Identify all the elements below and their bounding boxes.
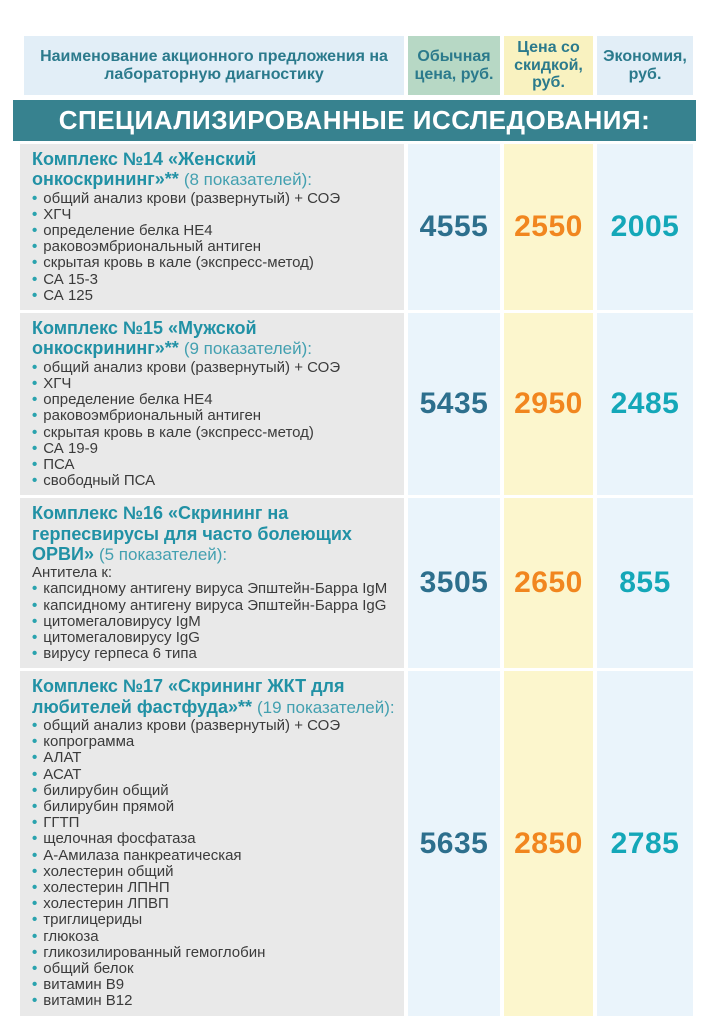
test-list-item: билирубин прямой bbox=[32, 798, 396, 815]
savings-value: 2005 bbox=[597, 144, 693, 311]
regular-price-value: 4555 bbox=[408, 144, 500, 311]
regular-price-value: 3505 bbox=[408, 498, 500, 669]
row-indicator-count: (19 показателей): bbox=[256, 697, 395, 717]
test-list-item: общий анализ крови (развернутый) + СОЭ bbox=[32, 359, 396, 376]
row-title: Комплекс №15 «Мужской онкоскрининг»** (9… bbox=[32, 318, 396, 359]
test-list-item: цитомегаловирусу IgG bbox=[32, 629, 396, 646]
header-savings: Экономия, руб. bbox=[597, 36, 693, 95]
row-title: Комплекс №16 «Скрининг на герпесвирусы д… bbox=[32, 503, 396, 564]
header-discount-price: Цена со скидкой, руб. bbox=[504, 36, 593, 95]
test-list-item: скрытая кровь в кале (экспресс-метод) bbox=[32, 424, 396, 441]
test-list-item: общий анализ крови (развернутый) + СОЭ bbox=[32, 717, 396, 734]
test-list-item: общий анализ крови (развернутый) + СОЭ bbox=[32, 190, 396, 207]
test-list-item: холестерин ЛПВП bbox=[32, 896, 396, 912]
section-banner: СПЕЦИАЛИЗИРОВАННЫЕ ИССЛЕДОВАНИЯ: bbox=[13, 100, 696, 141]
discount-price-value: 2550 bbox=[504, 144, 593, 311]
test-list-item: глюкоза bbox=[32, 928, 396, 945]
row-description-cell: Комплекс №15 «Мужской онкоскрининг»** (9… bbox=[20, 313, 404, 496]
test-list-item: раковоэмбриональный антиген bbox=[32, 239, 396, 255]
regular-price-value: 5635 bbox=[408, 671, 500, 1016]
row-title-text: Комплекс №17 «Скрининг ЖКТ для любителей… bbox=[32, 676, 345, 717]
test-list-item: ХГЧ bbox=[32, 375, 396, 392]
test-list-item: триглицериды bbox=[32, 912, 396, 928]
row-title: Комплекс №14 «Женский онкоскрининг»** (8… bbox=[32, 149, 396, 190]
discount-price-value: 2950 bbox=[504, 313, 593, 496]
test-list-item: капсидному антигену вируса Эпштейн-Барра… bbox=[32, 581, 396, 597]
table-row-1: Комплекс №14 «Женский онкоскрининг»** (8… bbox=[20, 144, 693, 311]
test-list-item: А-Амилаза панкреатическая bbox=[32, 847, 396, 864]
test-list-item: ПСА bbox=[32, 456, 396, 473]
test-list-item: капсидному антигену вируса Эпштейн-Барра… bbox=[32, 597, 396, 614]
test-list-item: витамин В12 bbox=[32, 993, 396, 1009]
test-list-item: АЛАТ bbox=[32, 750, 396, 766]
table-header-row: Наименование акционного предложения на л… bbox=[24, 36, 693, 95]
savings-value: 2785 bbox=[597, 671, 693, 1016]
savings-value: 2485 bbox=[597, 313, 693, 496]
test-list-item: СА 15-3 bbox=[32, 271, 396, 288]
row-description-cell: Комплекс №16 «Скрининг на герпесвирусы д… bbox=[20, 498, 404, 669]
row-title-text: Комплекс №16 «Скрининг на герпесвирусы д… bbox=[32, 503, 352, 565]
row-description-cell: Комплекс №14 «Женский онкоскрининг»** (8… bbox=[20, 144, 404, 311]
test-list-item: общий белок bbox=[32, 960, 396, 977]
discount-price-value: 2850 bbox=[504, 671, 593, 1016]
row-indicator-count: (5 показателей): bbox=[98, 545, 228, 565]
table-row-2: Комплекс №15 «Мужской онкоскрининг»** (9… bbox=[20, 313, 693, 496]
row-indicator-count: (8 показателей): bbox=[183, 170, 313, 190]
table-row-4: Комплекс №17 «Скрининг ЖКТ для любителей… bbox=[20, 671, 693, 1016]
test-list-item: свободный ПСА bbox=[32, 472, 396, 489]
regular-price-value: 5435 bbox=[408, 313, 500, 496]
table-row-3: Комплекс №16 «Скрининг на герпесвирусы д… bbox=[20, 498, 693, 669]
row-test-list: капсидному антигену вируса Эпштейн-Барра… bbox=[32, 581, 396, 662]
row-intro-label: Антитела к: bbox=[32, 564, 113, 582]
test-list-item: витамин В9 bbox=[32, 977, 396, 993]
test-list-item: СА 19-9 bbox=[32, 440, 396, 457]
discount-price-value: 2650 bbox=[504, 498, 593, 669]
test-list-item: копрограмма bbox=[32, 734, 396, 750]
row-test-list: общий анализ крови (развернутый) + СОЭХГ… bbox=[32, 190, 396, 304]
row-indicator-count: (9 показателей): bbox=[183, 339, 313, 359]
row-test-list: общий анализ крови (развернутый) + СОЭХГ… bbox=[32, 359, 396, 490]
test-list-item: билирубин общий bbox=[32, 782, 396, 799]
test-list-item: СА 125 bbox=[32, 287, 396, 304]
test-list-item: ХГЧ bbox=[32, 206, 396, 223]
test-list-item: щелочная фосфатаза bbox=[32, 831, 396, 847]
row-test-list: общий анализ крови (развернутый) + СОЭко… bbox=[32, 717, 396, 1010]
test-list-item: АСАТ bbox=[32, 766, 396, 783]
test-list-item: определение белка НЕ4 bbox=[32, 391, 396, 408]
row-description-cell: Комплекс №17 «Скрининг ЖКТ для любителей… bbox=[20, 671, 404, 1016]
header-offer-name: Наименование акционного предложения на л… bbox=[24, 36, 404, 95]
row-title-text: Комплекс №14 «Женский онкоскрининг»** bbox=[32, 149, 257, 190]
test-list-item: раковоэмбриональный антиген bbox=[32, 408, 396, 424]
test-list-item: определение белка НЕ4 bbox=[32, 222, 396, 239]
test-list-item: скрытая кровь в кале (экспресс-метод) bbox=[32, 255, 396, 271]
test-list-item: холестерин общий bbox=[32, 863, 396, 880]
test-list-item: ГГТП bbox=[32, 815, 396, 831]
test-list-item: гликозилированный гемоглобин bbox=[32, 944, 396, 961]
test-list-item: холестерин ЛПНП bbox=[32, 879, 396, 896]
header-regular-price: Обычная цена, руб. bbox=[408, 36, 500, 95]
row-title: Комплекс №17 «Скрининг ЖКТ для любителей… bbox=[32, 676, 396, 717]
savings-value: 855 bbox=[597, 498, 693, 669]
rows-container: Комплекс №14 «Женский онкоскрининг»** (8… bbox=[20, 144, 693, 1016]
test-list-item: цитомегаловирусу IgM bbox=[32, 613, 396, 630]
test-list-item: вирусу герпеса 6 типа bbox=[32, 645, 396, 662]
row-title-text: Комплекс №15 «Мужской онкоскрининг»** bbox=[32, 318, 257, 359]
